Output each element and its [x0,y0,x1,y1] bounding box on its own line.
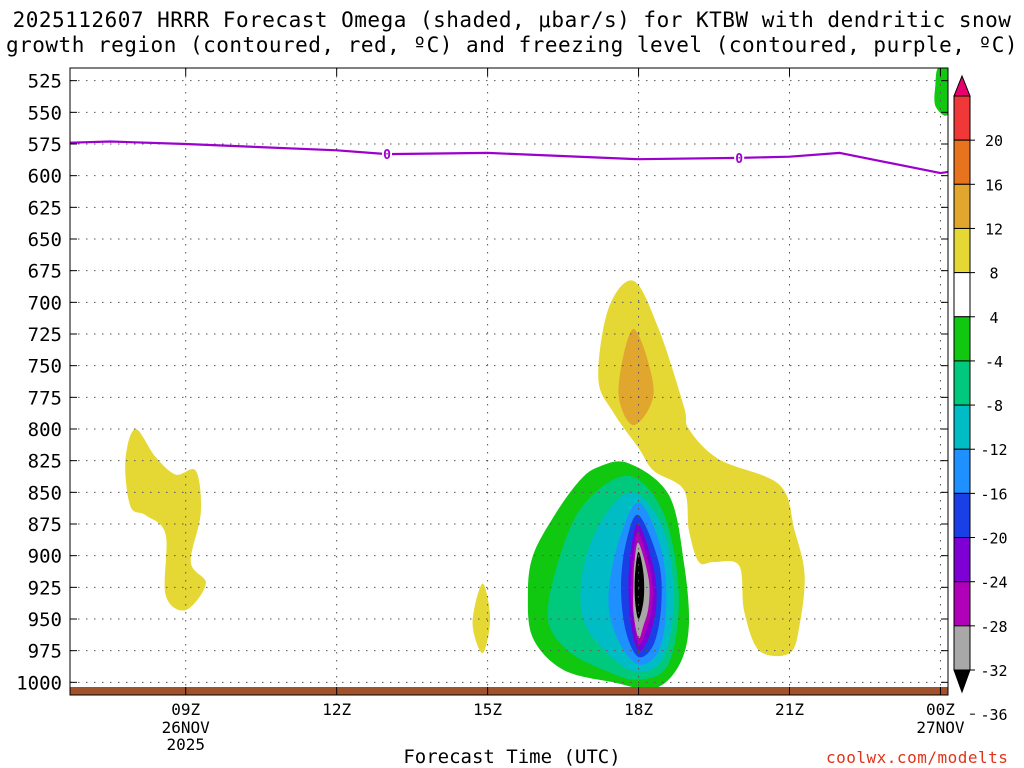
freezing-level-label-bg [734,150,745,165]
colorbar-tick-label: -4 [985,353,1003,371]
x-tick-label: 18Z [624,700,653,719]
y-tick-label: 925 [28,577,62,599]
colorbar-segment [953,316,971,362]
colorbar-segment [953,227,971,274]
colorbar-tick-label: -32 [980,662,1007,680]
colorbar-segment [953,360,971,406]
freezing-level-label-bg [381,147,392,162]
y-tick-label: 575 [28,134,62,156]
colorbar-tick-label: -8 [985,397,1003,415]
terrain-strip [70,687,948,695]
colorbar-segment [953,492,971,539]
colorbar-segment [953,95,971,141]
y-tick-label: 850 [28,482,62,504]
omega-region-13 [934,68,948,116]
y-tick-label: 725 [28,324,62,346]
y-tick-label: 700 [28,292,62,314]
x-tick-year: 2025 [166,735,205,754]
y-tick-label: 550 [28,102,62,124]
y-tick-label: 600 [28,166,62,188]
colorbar-tick-label: 20 [985,132,1003,150]
colorbar-bottom-arrow [953,669,971,694]
colorbar-segment [953,183,971,229]
chart-title-line1: 2025112607 HRRR Forecast Omega (shaded, … [12,8,1012,32]
colorbar-tick-label: -28 [980,618,1007,636]
y-tick-label: 1000 [16,672,62,694]
y-tick-label: 525 [28,71,62,93]
colorbar-tick-label: -24 [980,574,1007,592]
colorbar-tick-label: -12 [980,441,1007,459]
y-tick-label: 950 [28,609,62,631]
colorbar-tick-label: -16 [980,485,1007,503]
y-tick-label: 825 [28,451,62,473]
y-tick-label: 650 [28,229,62,251]
x-tick-label: 15Z [473,700,502,719]
omega-region-3 [618,328,654,426]
plot-border [69,67,949,696]
y-tick-label: 900 [28,546,62,568]
colorbar-tick-label: 8 [989,265,998,283]
colorbar-segment [953,404,971,450]
freezing-level-label: 0 [735,152,743,167]
colorbar-segment [953,139,971,185]
omega-region-1 [472,583,491,654]
omega-region-12 [634,551,645,619]
colorbar-tick-label: -20 [980,530,1007,548]
colorbar-tick-label: 4 [989,309,998,327]
y-tick-label: 800 [28,419,62,441]
y-tick-label: 775 [28,387,62,409]
x-tick-label: 21Z [775,700,804,719]
x-tick-label: 12Z [322,700,351,719]
chart-title-line2: growth region (contoured, red, ºC) and f… [5,33,1019,57]
x-tick-date: 27NOV [916,718,965,737]
y-tick-label: 625 [28,197,62,219]
colorbar-top-arrow [953,74,971,97]
colorbar-tick-label: 16 [985,176,1003,194]
freezing-level-line [70,140,948,175]
y-tick-label: 975 [28,641,62,663]
colorbar-segment [953,272,971,318]
x-tick-label: 00Z [926,700,955,719]
omega-region-0 [125,428,206,611]
colorbar-segment [953,448,971,494]
colorbar-segment [953,625,971,671]
colorbar-tick-label: -36 [980,706,1007,724]
colorbar-segment [953,581,971,627]
y-tick-label: 875 [28,514,62,536]
credit-text: coolwx.com/modelts [826,748,1009,767]
freezing-level-label: 0 [383,148,391,163]
x-tick-label: 09Z [171,700,200,719]
y-tick-label: 675 [28,261,62,283]
y-tick-label: 750 [28,356,62,378]
colorbar-segment [953,537,971,583]
x-tick-date: 26NOV [162,718,211,737]
x-axis-label: Forecast Time (UTC) [403,746,621,768]
colorbar-tick-label: 12 [985,220,1003,238]
